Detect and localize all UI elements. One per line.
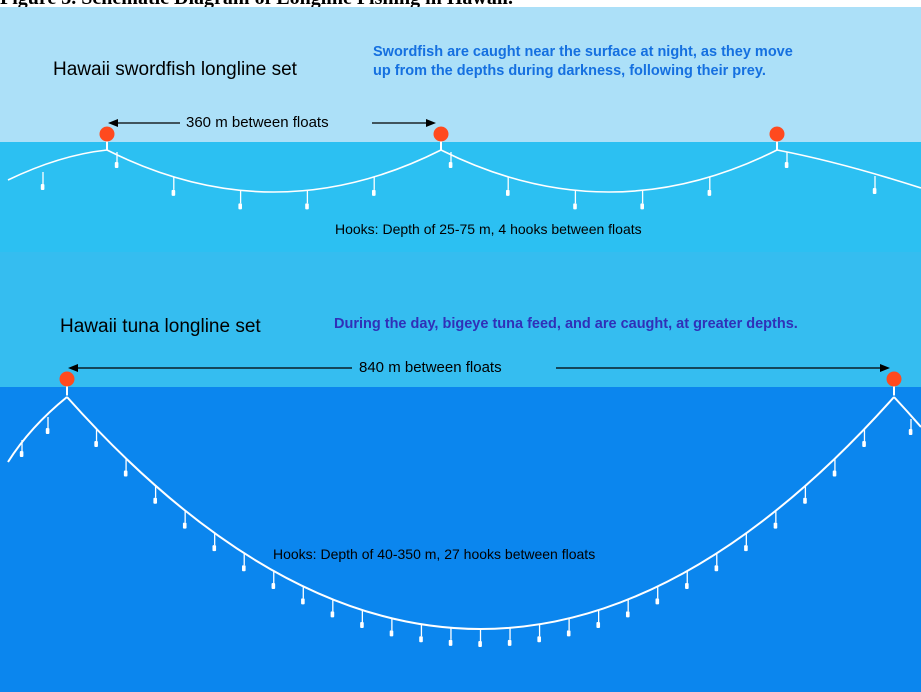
tuna-hook bbox=[908, 429, 913, 435]
swordfish-hook bbox=[448, 162, 453, 168]
figure-title: Figure 3. Schematic Diagram of Longline … bbox=[0, 0, 921, 10]
swordfish-hook bbox=[305, 203, 309, 210]
swordfish-float bbox=[433, 126, 449, 142]
tuna-float bbox=[886, 371, 902, 387]
tuna-hook bbox=[773, 522, 778, 529]
swordfish-hook bbox=[171, 189, 176, 196]
swordfish-mainline-segment bbox=[776, 149, 921, 189]
tuna-note: During the day, bigeye tuna feed, and ar… bbox=[334, 316, 798, 332]
tuna-distance-label: 840 m between floats bbox=[359, 359, 502, 376]
tuna-mainline-segment bbox=[7, 396, 68, 463]
tuna-distance-arrow bbox=[68, 364, 890, 372]
tuna-hook bbox=[419, 636, 423, 643]
tuna-hook bbox=[212, 545, 217, 552]
tuna-hook bbox=[596, 622, 601, 629]
tuna-hook bbox=[123, 470, 128, 477]
tuna-hook bbox=[301, 598, 305, 605]
swordfish-hooks bbox=[40, 152, 877, 210]
swordfish-hook bbox=[784, 162, 789, 168]
swordfish-mainline-segment bbox=[440, 149, 778, 193]
swordfish-floats bbox=[99, 126, 785, 151]
tuna-hook bbox=[862, 440, 866, 447]
tuna-hook bbox=[566, 630, 571, 637]
swordfish-hook bbox=[40, 184, 45, 190]
swordfish-note-line-1: Swordfish are caught near the surface at… bbox=[373, 44, 793, 60]
tuna-hook bbox=[714, 565, 719, 572]
longline-diagram bbox=[0, 7, 921, 692]
water-middle bbox=[0, 252, 921, 387]
swordfish-distance-label: 360 m between floats bbox=[186, 114, 329, 131]
swordfish-hook bbox=[640, 203, 644, 210]
tuna-hook bbox=[537, 636, 541, 643]
swordfish-float bbox=[99, 126, 115, 142]
tuna-hook bbox=[330, 611, 335, 618]
tuna-hook bbox=[242, 565, 246, 572]
tuna-hooks bbox=[19, 417, 913, 647]
tuna-hook bbox=[685, 583, 689, 589]
swordfish-hooks-label: Hooks: Depth of 25-75 m, 4 hooks between… bbox=[335, 221, 642, 237]
swordfish-hook bbox=[372, 189, 376, 196]
tuna-hook bbox=[448, 639, 453, 646]
water-upper bbox=[0, 142, 921, 252]
swordfish-hook bbox=[707, 189, 712, 196]
tuna-mainline-segment bbox=[893, 396, 921, 428]
tuna-hook bbox=[19, 451, 24, 457]
tuna-set-title: Hawaii tuna longline set bbox=[60, 316, 261, 337]
swordfish-note: Swordfish are caught near the surface at… bbox=[373, 43, 793, 81]
tuna-hook bbox=[625, 611, 630, 618]
tuna-hooks-label: Hooks: Depth of 40-350 m, 27 hooks betwe… bbox=[273, 546, 596, 562]
tuna-hook bbox=[655, 598, 660, 605]
tuna-hook bbox=[744, 545, 748, 552]
tuna-hook bbox=[803, 497, 807, 504]
swordfish-note-line-2: up from the depths during darkness, foll… bbox=[373, 63, 766, 79]
tuna-hook bbox=[389, 630, 394, 637]
swordfish-float bbox=[769, 126, 785, 142]
tuna-floats bbox=[59, 371, 902, 396]
swordfish-mainline-segment bbox=[7, 149, 108, 181]
water-deep bbox=[0, 387, 921, 692]
tuna-hook bbox=[271, 583, 276, 589]
swordfish-set-title: Hawaii swordfish longline set bbox=[53, 59, 297, 80]
swordfish-hook bbox=[114, 162, 119, 168]
tuna-float bbox=[59, 371, 75, 387]
swordfish-mainline bbox=[7, 149, 921, 193]
tuna-hook bbox=[478, 641, 482, 647]
sky-upper bbox=[0, 7, 921, 142]
tuna-hook bbox=[832, 470, 837, 477]
swordfish-hook bbox=[573, 203, 577, 210]
tuna-hook bbox=[45, 428, 50, 434]
tuna-hook bbox=[507, 639, 512, 646]
swordfish-mainline-segment bbox=[106, 149, 442, 193]
tuna-hook bbox=[94, 440, 98, 447]
swordfish-hook bbox=[506, 189, 510, 196]
swordfish-distance-arrow bbox=[108, 119, 436, 127]
tuna-hook bbox=[360, 622, 364, 629]
tuna-hook bbox=[182, 522, 187, 529]
tuna-hook bbox=[153, 497, 158, 504]
swordfish-hook bbox=[238, 203, 242, 210]
swordfish-hook bbox=[872, 188, 877, 194]
